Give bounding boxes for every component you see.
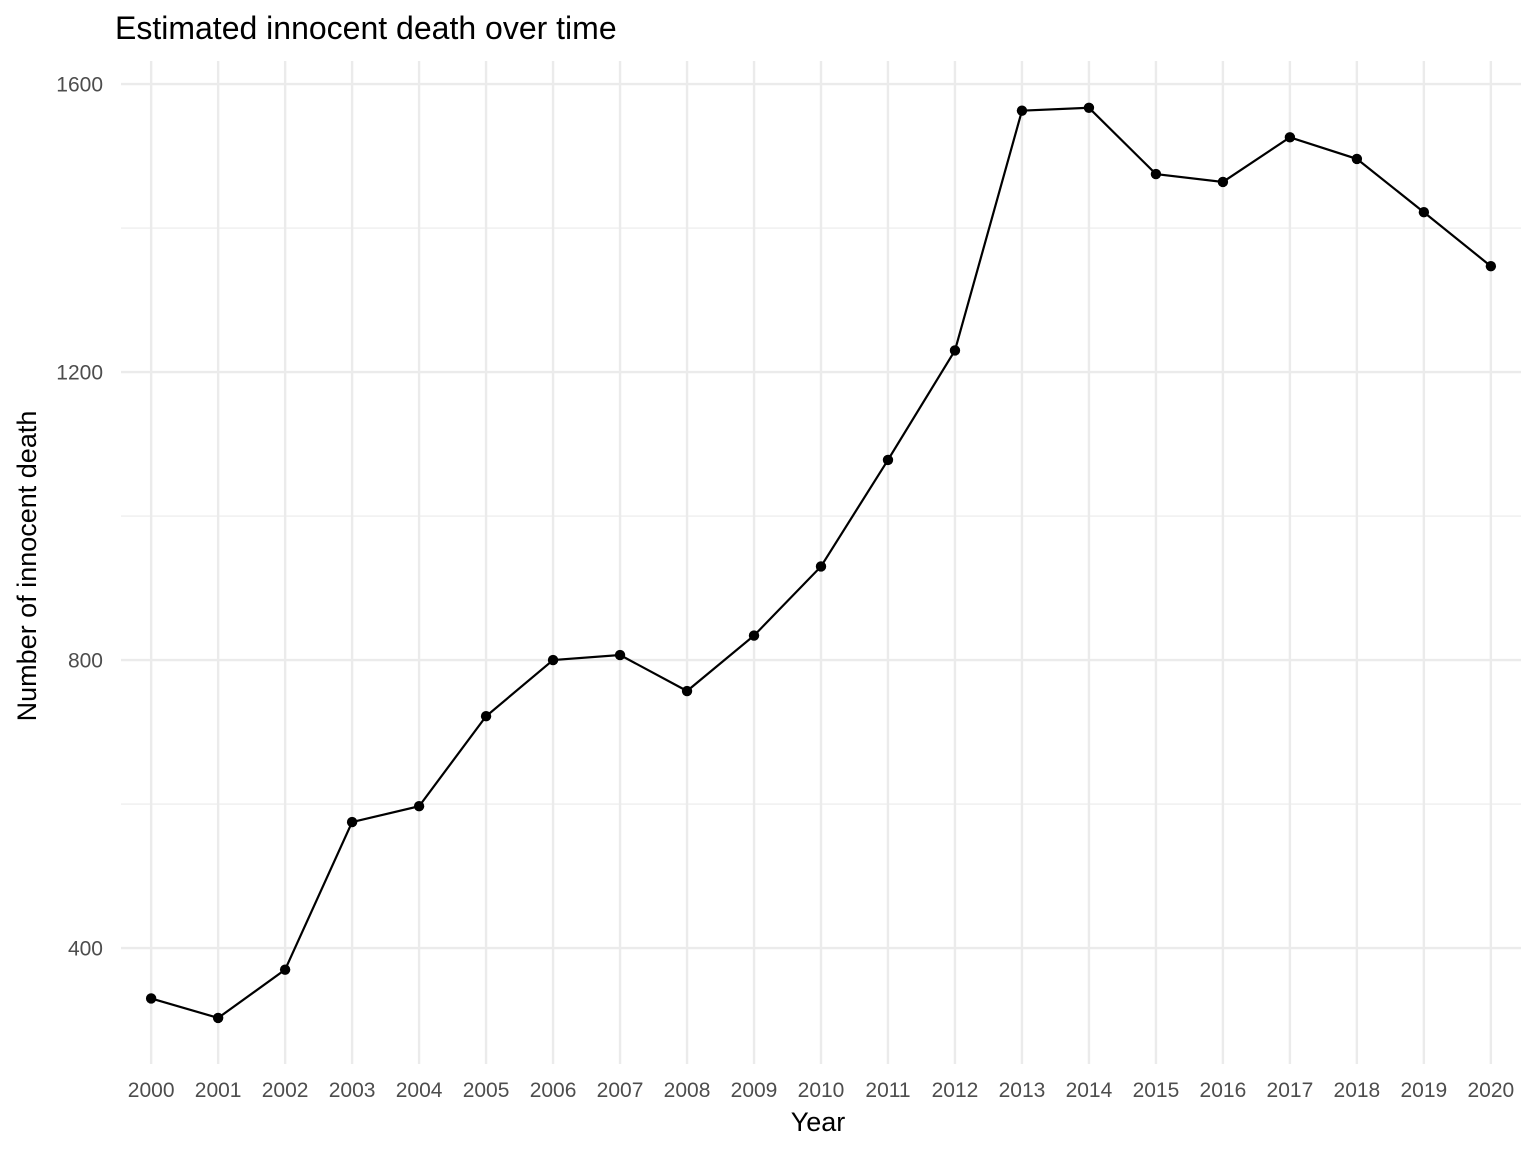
data-point [1418,207,1430,218]
x-tick-label: 2015 [1133,1079,1180,1102]
data-point [748,630,760,641]
x-tick-label: 2009 [731,1079,778,1102]
y-tick-labels: 400 800 1200 1600 [56,74,103,961]
series-layer [145,102,1497,1024]
x-tick-label: 2020 [1467,1079,1514,1102]
x-tick-label: 2014 [1066,1079,1113,1102]
data-point [145,993,157,1004]
x-tick-label: 2013 [999,1079,1046,1102]
data-point [346,816,358,828]
x-tick-label: 2001 [195,1079,242,1102]
x-tick-label: 2005 [463,1079,510,1102]
x-tick-label: 2011 [865,1079,910,1102]
data-point [815,561,827,572]
data-point [480,711,492,722]
data-point [681,685,693,697]
x-tick-label: 2010 [798,1079,845,1102]
x-tick-label: 2017 [1267,1079,1314,1102]
chart-title: Estimated innocent death over time [115,10,617,46]
y-tick-label: 400 [68,938,103,961]
data-point [614,649,626,661]
y-tick-label: 1600 [56,74,103,97]
data-point [949,345,961,356]
x-tick-label: 2018 [1334,1079,1381,1102]
x-tick-label: 2012 [932,1079,979,1102]
x-tick-label: 2006 [530,1079,577,1102]
y-tick-label: 800 [68,650,103,673]
x-tick-label: 2004 [396,1079,443,1102]
data-point [882,454,894,466]
x-tick-label: 2003 [329,1079,376,1102]
x-tick-label: 2002 [262,1079,309,1102]
data-point [1150,168,1162,180]
data-point [1217,176,1229,188]
data-point [413,801,425,812]
data-point [212,1012,224,1024]
data-point [1083,102,1095,114]
data-point [279,964,291,975]
y-axis-title: Number of innocent death [12,411,42,722]
data-point [1485,261,1497,272]
x-tick-labels: 2000 2001 2002 2003 2004 2005 2006 2007 2008 2009… [128,1079,1514,1102]
data-point [1284,132,1296,143]
x-tick-label: 2000 [128,1079,175,1102]
x-tick-label: 2019 [1401,1079,1448,1102]
y-tick-label: 1200 [56,362,103,385]
x-tick-label: 2007 [597,1079,644,1102]
data-point [1351,153,1363,165]
x-tick-label: 2016 [1200,1079,1247,1102]
data-point [1016,105,1028,116]
x-tick-label: 2008 [664,1079,711,1102]
x-axis-title: Year [791,1107,846,1137]
data-point [547,654,559,666]
